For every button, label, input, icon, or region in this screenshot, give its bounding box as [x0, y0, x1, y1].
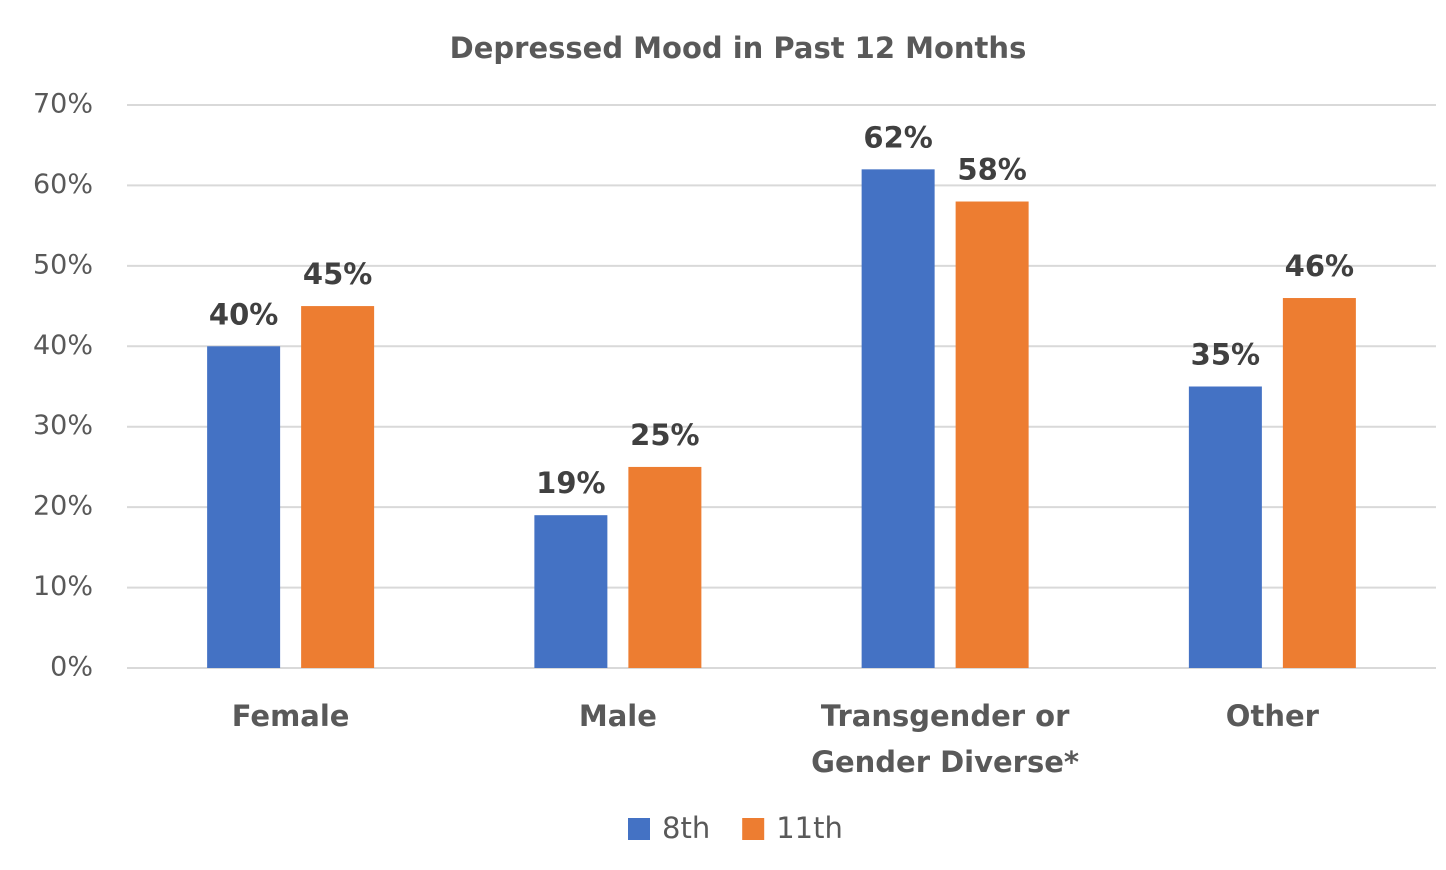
legend-label: 8th	[662, 811, 710, 845]
bar	[955, 201, 1029, 668]
x-tick-label: Male	[579, 699, 657, 733]
y-tick-label: 30%	[33, 410, 93, 441]
y-tick-label: 40%	[33, 330, 93, 361]
y-tick-label: 60%	[33, 169, 93, 200]
bar	[207, 346, 281, 668]
y-tick-label: 50%	[33, 249, 93, 280]
y-tick-label: 20%	[33, 491, 93, 522]
data-label: 35%	[1191, 338, 1260, 372]
x-tick-label: Other	[1226, 699, 1320, 733]
y-tick-label: 0%	[50, 652, 93, 683]
data-label: 40%	[209, 297, 278, 331]
x-tick-label: Female	[232, 699, 350, 733]
data-label: 19%	[536, 466, 605, 500]
legend-swatch	[742, 818, 765, 840]
data-label: 45%	[303, 257, 372, 291]
chart-title: Depressed Mood in Past 12 Months	[450, 31, 1027, 65]
data-label: 62%	[863, 120, 932, 154]
y-tick-label: 70%	[33, 89, 93, 120]
legend-swatch	[628, 818, 650, 840]
bar	[534, 515, 608, 668]
data-label: 58%	[957, 153, 1026, 187]
bar	[301, 306, 375, 668]
bar	[861, 169, 935, 669]
legend-label: 11th	[776, 811, 843, 845]
bar	[1188, 386, 1262, 668]
bar	[1282, 298, 1356, 668]
y-tick-label: 10%	[33, 571, 93, 602]
data-label: 46%	[1285, 249, 1354, 283]
x-tick-label: Transgender or Gender Diverse*	[811, 699, 1079, 779]
data-label: 25%	[630, 418, 699, 452]
bar	[628, 466, 702, 668]
